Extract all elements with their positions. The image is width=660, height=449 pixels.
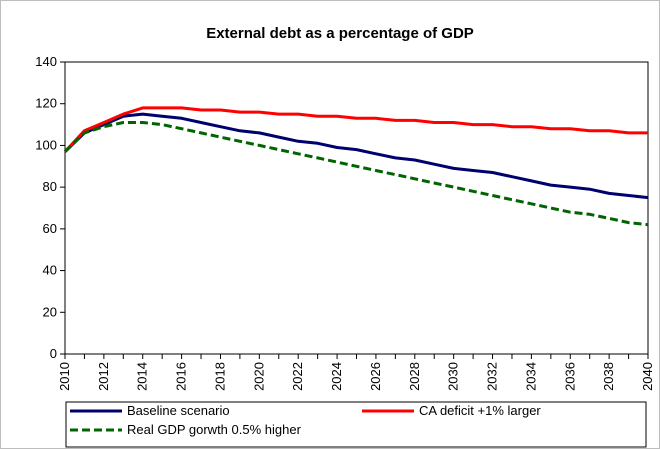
x-tick-label: 2036 [562, 362, 577, 391]
x-tick-label: 2012 [96, 362, 111, 391]
legend: Baseline scenario CA deficit +1% larger Re… [65, 401, 647, 448]
legend-label-1: Baseline scenario [127, 403, 230, 418]
y-tick-label: 60 [43, 221, 57, 236]
x-tick-label: 2014 [135, 362, 150, 391]
x-tick-label: 2028 [407, 362, 422, 391]
x-tick-label: 2024 [329, 362, 344, 391]
x-tick-label: 2022 [290, 362, 305, 391]
legend-label-2: CA deficit +1% larger [419, 403, 541, 418]
x-tick-label: 2034 [523, 362, 538, 391]
x-tick-label: 2020 [251, 362, 266, 391]
chart-title: External debt as a percentage of GDP [206, 25, 474, 42]
y-tick-label: 100 [35, 137, 57, 152]
x-tick-label: 2038 [601, 362, 616, 391]
x-tick-label: 2010 [57, 362, 72, 391]
x-tick-label: 2040 [640, 362, 655, 391]
y-tick-label: 80 [43, 179, 57, 194]
y-tick-label: 120 [35, 96, 57, 111]
legend-box [65, 401, 647, 448]
y-tick-label: 40 [43, 263, 57, 278]
legend-label-3: Real GDP gorwth 0.5% higher [127, 422, 302, 437]
x-tick-label: 2018 [212, 362, 227, 391]
x-tick-label: 2032 [485, 362, 500, 391]
y-tick-label: 140 [35, 54, 57, 69]
y-tick-label: 20 [43, 304, 57, 319]
y-tick-label: 0 [50, 346, 57, 361]
x-tick-label: 2026 [368, 362, 383, 391]
series-line-3 [63, 121, 649, 227]
x-tick-label: 2016 [174, 362, 189, 391]
series-line-2 [63, 106, 648, 153]
series-line-1 [63, 112, 649, 200]
series-layer [63, 106, 649, 227]
x-tick-label: 2030 [446, 362, 461, 391]
